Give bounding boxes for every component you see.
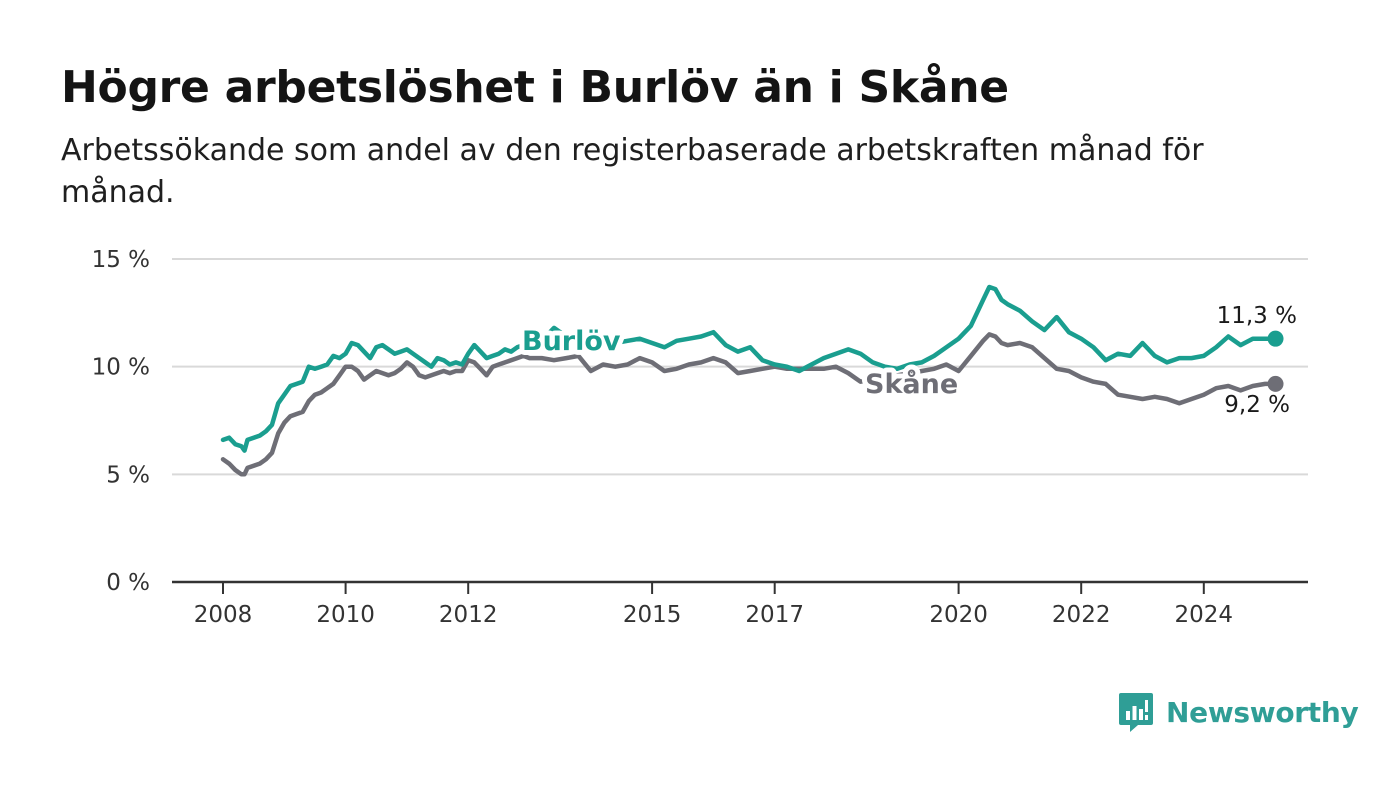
x-tick-label: 2024 [1175, 602, 1234, 628]
series-line-burl-v [220, 284, 1278, 453]
x-tick-label: 2012 [439, 602, 498, 628]
series-name-label: Skåne [865, 368, 958, 400]
y-tick-label: 10 % [92, 355, 150, 381]
series-end-point-burl-v [1267, 330, 1284, 347]
series-end-point-sk-ne [1267, 375, 1284, 392]
series-end-label: 11,3 % [1217, 303, 1297, 329]
series-name-halo: Burlöv [522, 326, 621, 357]
x-tick-label: 2008 [194, 602, 253, 628]
page-title: Högre arbetslöshet i Burlöv än i Skåne [61, 62, 1009, 113]
y-axis-ticks: 0 % 5 % 10 % 15 % [92, 247, 150, 596]
series-end-label: 9,2 % [1224, 392, 1290, 418]
x-axis-ticks: 2008 2010 2012 2015 2017 2020 2022 2024 [194, 582, 1233, 628]
x-tick-label: 2022 [1052, 602, 1111, 628]
page-subtitle: Arbetssökande som andel av den registerb… [61, 133, 1204, 210]
x-tick-label: 2015 [623, 602, 682, 628]
y-tick-label: 15 % [92, 247, 150, 273]
brand-logo: Newsworthy [1118, 688, 1359, 736]
x-tick-label: 2017 [745, 602, 804, 628]
x-tick-label: 2010 [316, 602, 375, 628]
series-name-label: Burlöv [522, 326, 621, 357]
y-tick-label: 5 % [106, 462, 150, 488]
series-name-halo: Skåne [865, 368, 958, 400]
series-lines [220, 284, 1284, 477]
series-line-sk-ne [220, 332, 1278, 477]
y-tick-label: 0 % [106, 570, 150, 596]
grid-lines [172, 258, 1308, 584]
x-tick-label: 2020 [929, 602, 988, 628]
newsworthy-chart-logo-icon [1119, 693, 1153, 732]
brand-name: Newsworthy [1166, 695, 1359, 729]
